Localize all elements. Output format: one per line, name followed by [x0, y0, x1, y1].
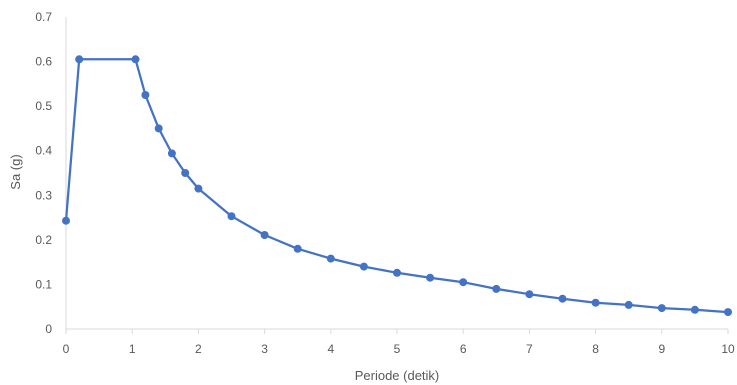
data-point	[167, 149, 176, 158]
x-tick-label: 7	[526, 342, 533, 356]
data-point	[525, 290, 534, 299]
x-tick-label: 8	[592, 342, 599, 356]
data-point	[141, 91, 150, 99]
x-tick-label: 10	[721, 342, 735, 356]
data-point	[359, 262, 368, 271]
y-tick-label: 0.7	[35, 10, 52, 24]
y-axis-ticks: 0 0.1 0.2 0.3 0.4 0.5 0.6 0.7	[35, 10, 52, 336]
x-tick-label: 1	[129, 342, 136, 356]
x-tick-label: 6	[460, 342, 467, 356]
x-tick-label: 4	[327, 342, 334, 356]
y-axis-title: Sa (g)	[8, 154, 23, 189]
data-point	[75, 55, 84, 64]
data-point	[657, 304, 666, 313]
y-tick-label: 0.4	[35, 144, 52, 158]
data-point	[690, 305, 699, 314]
data-point	[62, 216, 70, 225]
y-tick-label: 0	[45, 322, 52, 336]
data-point	[624, 300, 633, 309]
data-point	[293, 244, 302, 253]
data-point	[426, 273, 435, 282]
x-tick-label: 3	[261, 342, 268, 356]
data-point	[227, 212, 236, 221]
x-tick-label: 0	[63, 342, 70, 356]
data-point	[492, 284, 501, 293]
data-point	[393, 268, 401, 277]
x-tick-label: 9	[658, 342, 665, 356]
x-tick-label: 2	[195, 342, 202, 356]
x-axis-title: Periode (detik)	[355, 368, 440, 383]
data-point	[459, 278, 468, 287]
data-point	[724, 308, 732, 317]
y-tick-label: 0.1	[35, 277, 52, 291]
y-tick-label: 0.2	[35, 233, 52, 247]
data-point	[326, 254, 335, 263]
data-point	[591, 298, 600, 307]
data-point	[181, 169, 190, 177]
y-tick-label: 0.6	[35, 55, 52, 69]
x-axis-ticks: 0 1 2 3 4 5 6 7 8 9 10	[63, 329, 735, 356]
series-line	[64, 58, 729, 314]
data-point	[154, 124, 163, 133]
data-point	[260, 231, 269, 239]
y-tick-label: 0.5	[35, 99, 52, 113]
x-tick-label: 5	[394, 342, 401, 356]
data-point	[194, 184, 203, 193]
data-point	[131, 55, 140, 64]
data-point	[558, 294, 567, 303]
series-points	[62, 55, 732, 317]
y-tick-label: 0.3	[35, 188, 52, 202]
